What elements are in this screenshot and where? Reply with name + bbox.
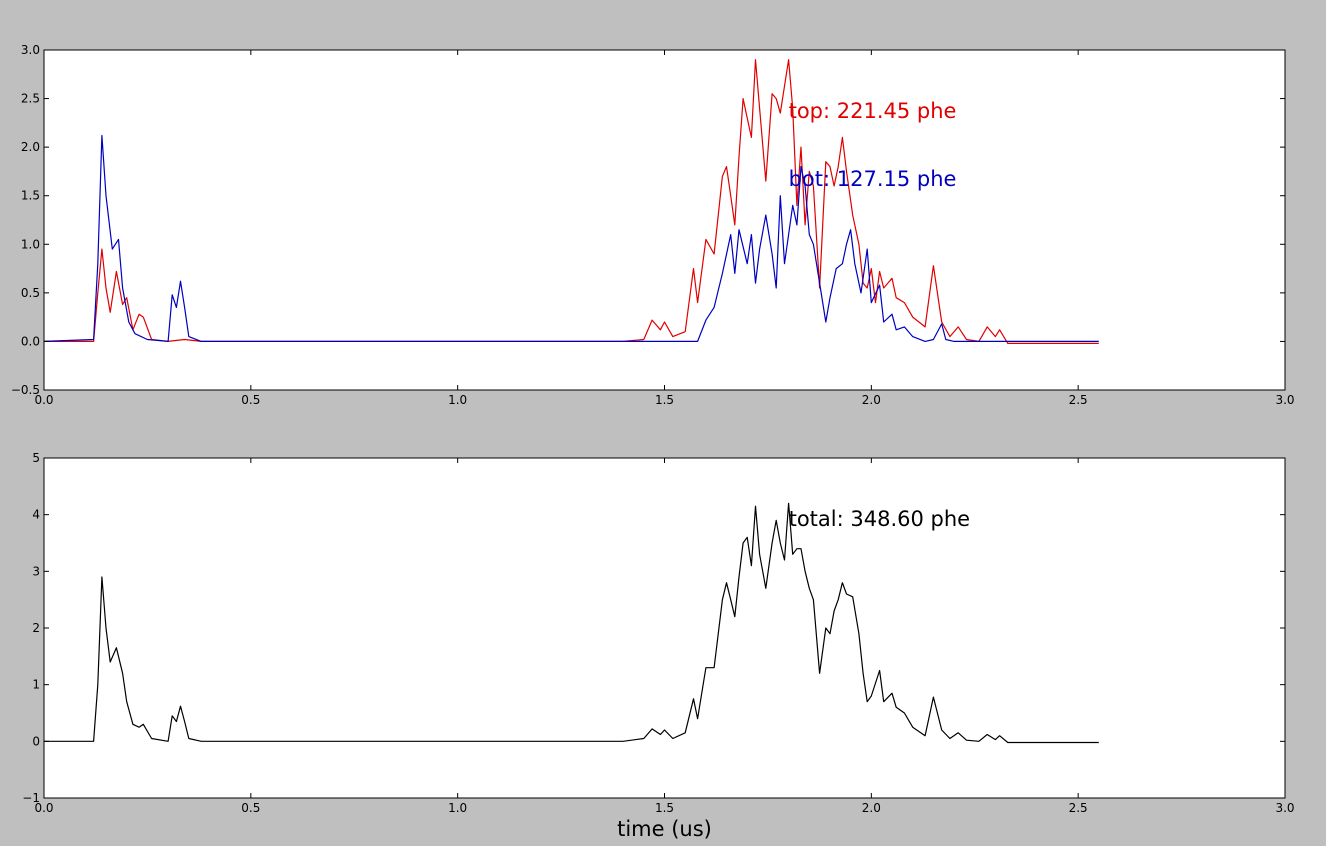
plot-area xyxy=(44,458,1285,798)
x-tick-label: 1.0 xyxy=(448,393,467,407)
x-tick-label: 2.5 xyxy=(1069,393,1088,407)
y-tick-label: −1 xyxy=(22,791,40,805)
y-tick-label: 1.0 xyxy=(21,237,40,251)
x-tick-label: 0.5 xyxy=(241,393,260,407)
y-tick-label: 3 xyxy=(32,564,40,578)
y-tick-label: 1 xyxy=(32,678,40,692)
annotation-text: bot: 127.15 phe xyxy=(789,167,957,191)
x-tick-label: 2.0 xyxy=(862,801,881,815)
x-axis-label: time (us) xyxy=(617,817,712,841)
x-tick-label: 2.5 xyxy=(1069,801,1088,815)
x-tick-label: 0.0 xyxy=(34,801,53,815)
x-tick-label: 1.0 xyxy=(448,801,467,815)
annotation-text: top: 221.45 phe xyxy=(789,99,957,123)
x-tick-label: 3.0 xyxy=(1275,801,1294,815)
x-tick-label: 0.5 xyxy=(241,801,260,815)
plot-area xyxy=(44,50,1285,390)
y-tick-label: 4 xyxy=(32,508,40,522)
y-tick-label: 5 xyxy=(32,451,40,465)
y-tick-label: 0 xyxy=(32,734,40,748)
x-tick-label: 3.0 xyxy=(1275,393,1294,407)
x-tick-label: 1.5 xyxy=(655,393,674,407)
annotation-text: total: 348.60 phe xyxy=(789,507,970,531)
series-line-1 xyxy=(43,134,1099,342)
y-tick-label: 0.5 xyxy=(21,286,40,300)
y-tick-label: 2.5 xyxy=(21,92,40,106)
y-tick-label: 3.0 xyxy=(21,43,40,57)
series-line-0 xyxy=(44,59,1099,344)
bottom-panel: 0.0 0.5 1.0 1.5 2.0 2.5 3.0 −1 0 1 2 3 4 5 total: 348.… xyxy=(22,451,1294,841)
y-tick-label: 2 xyxy=(32,621,40,635)
x-tick-label: 0.0 xyxy=(34,393,53,407)
y-tick-label: 1.5 xyxy=(21,189,40,203)
x-tick-label: 1.5 xyxy=(655,801,674,815)
y-tick-label: 2.0 xyxy=(21,140,40,154)
y-tick-label: −0.5 xyxy=(11,383,40,397)
x-tick-label: 2.0 xyxy=(862,393,881,407)
y-tick-label: 0.0 xyxy=(21,334,40,348)
series-line-0 xyxy=(44,502,1099,744)
top-panel: 0.0 0.5 1.0 1.5 2.0 2.5 3.0−0.50.00.51.01.52.0… xyxy=(11,43,1295,407)
